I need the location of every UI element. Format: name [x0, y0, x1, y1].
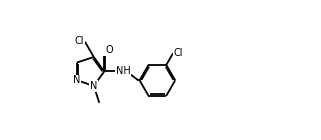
Text: N: N	[73, 75, 81, 85]
Text: NH: NH	[116, 66, 130, 76]
Text: Cl: Cl	[74, 36, 84, 46]
Text: Cl: Cl	[174, 48, 184, 58]
Text: O: O	[105, 45, 113, 55]
Text: N: N	[90, 81, 98, 91]
